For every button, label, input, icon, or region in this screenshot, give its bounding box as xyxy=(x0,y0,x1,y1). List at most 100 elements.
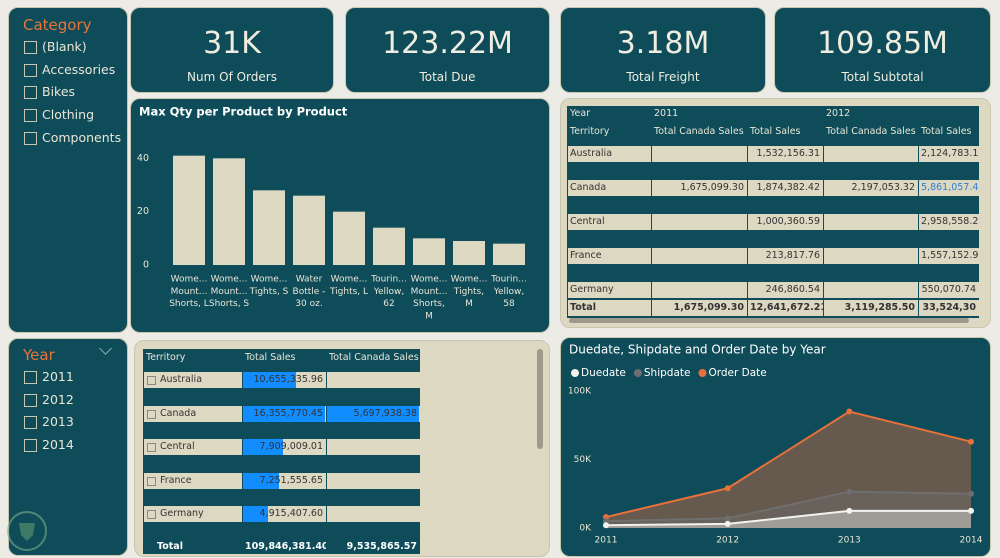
slicer-item[interactable]: 2014 xyxy=(42,436,74,452)
card-label: Total Subtotal xyxy=(841,70,924,84)
slicer-item[interactable]: Clothing xyxy=(42,107,95,123)
checkbox[interactable] xyxy=(24,131,37,145)
x-tick-label: Tourin... xyxy=(370,275,407,285)
x-tick-label: Tourin... xyxy=(490,275,527,285)
column-divider xyxy=(143,506,144,540)
slicer-title: Year xyxy=(23,346,55,364)
bar xyxy=(253,190,285,265)
checkbox[interactable] xyxy=(24,86,37,100)
dropdown-chevron[interactable] xyxy=(99,342,112,355)
x-tick-label: Mount... xyxy=(171,287,208,297)
x-tick-label: 2014 xyxy=(960,536,983,546)
chart-title: Duedate, Shipdate and Order Date by Year xyxy=(569,343,826,357)
bar xyxy=(413,238,445,265)
column-divider xyxy=(918,282,919,316)
checkbox[interactable] xyxy=(24,393,37,407)
checkbox[interactable] xyxy=(24,416,37,430)
table-cell: 3,119,285.50 xyxy=(844,302,915,313)
table-cell: 5,861,057.4 xyxy=(921,182,979,193)
slicer-item[interactable]: 2011 xyxy=(42,369,74,384)
bar xyxy=(453,241,485,265)
x-tick-label: Wome... xyxy=(331,275,368,285)
area-fill xyxy=(606,510,971,528)
legend-marker xyxy=(571,369,579,377)
table-cell: 213,817.76 xyxy=(765,250,820,261)
slicer-item[interactable]: Components xyxy=(42,129,122,145)
row-header: Germany xyxy=(160,508,204,519)
slicer-item[interactable]: 2013 xyxy=(42,414,74,430)
table-cell: 2,958,558.2 xyxy=(921,216,979,227)
column-divider xyxy=(918,180,919,214)
slicer-item[interactable]: (Blank) xyxy=(42,39,87,54)
column-divider xyxy=(918,146,919,180)
slicer-item[interactable]: Accessories xyxy=(42,61,116,77)
scrollbar[interactable] xyxy=(537,349,543,449)
checkbox[interactable] xyxy=(24,63,37,77)
column-divider xyxy=(747,146,748,180)
column-divider xyxy=(823,180,824,214)
data-point xyxy=(603,522,609,529)
expand-icon[interactable] xyxy=(147,443,156,452)
slicer-item[interactable]: Bikes xyxy=(42,84,76,100)
row-header: Germany xyxy=(570,284,614,295)
checkbox[interactable] xyxy=(24,41,37,54)
column-header: Total Sales xyxy=(245,352,296,363)
card-label: Total Freight xyxy=(626,70,700,84)
table-cell: 10,655,335.96 xyxy=(253,374,323,385)
column-divider xyxy=(823,146,824,180)
column-divider xyxy=(918,214,919,248)
column-divider xyxy=(326,506,327,540)
table-cell: 1,557,152.9 xyxy=(921,250,979,261)
x-tick-label: M xyxy=(425,311,433,321)
column-divider xyxy=(823,214,824,248)
row-band xyxy=(567,180,979,196)
bar-chart: Max Qty per Product by Product 0 20 40 Wome.… xyxy=(137,105,527,322)
column-divider xyxy=(242,439,243,473)
chart-title: Max Qty per Product by Product xyxy=(139,105,348,119)
legend-marker xyxy=(698,369,707,377)
column-divider xyxy=(567,282,568,316)
column-divider xyxy=(242,506,243,540)
data-point xyxy=(846,507,853,514)
checkbox[interactable] xyxy=(24,109,37,123)
column-divider xyxy=(823,300,824,316)
expand-icon[interactable] xyxy=(147,409,156,419)
area-fill xyxy=(606,411,971,528)
data-bar xyxy=(243,439,283,455)
y-tick-label: 20 xyxy=(137,206,149,217)
legend-label: Order Date xyxy=(708,367,766,379)
data-point xyxy=(846,488,853,495)
x-tick-label: Yellow, xyxy=(373,287,405,297)
total-cell: Total xyxy=(157,541,183,552)
column-divider xyxy=(242,472,243,507)
column-header: Total Canada Sales xyxy=(826,126,916,137)
total-row xyxy=(567,300,979,316)
column-divider xyxy=(326,405,327,440)
column-header: Year xyxy=(570,108,591,119)
x-tick-label: Shorts, L xyxy=(169,299,209,309)
scrollbar[interactable] xyxy=(569,318,969,323)
checkbox[interactable] xyxy=(24,438,37,452)
column-divider xyxy=(747,300,748,316)
column-header: Territory xyxy=(570,126,610,137)
card-value: 123.22M xyxy=(382,26,513,61)
legend-marker xyxy=(633,369,642,377)
category-slicer: Category (Blank) Accessories Bikes Clothing C… xyxy=(8,7,128,333)
data-point xyxy=(724,515,731,522)
expand-icon[interactable] xyxy=(147,376,156,385)
slicer-item[interactable]: 2012 xyxy=(42,391,74,407)
checkbox[interactable] xyxy=(24,371,37,384)
x-tick-label: Wome... xyxy=(211,275,248,285)
bar xyxy=(293,195,325,265)
series-line xyxy=(605,509,971,527)
expand-icon[interactable] xyxy=(147,510,156,519)
x-tick-label: Shorts, xyxy=(413,299,445,309)
x-tick-label: Tights, S xyxy=(249,287,289,297)
column-divider xyxy=(143,472,144,507)
column-divider xyxy=(326,439,327,473)
data-point xyxy=(846,408,853,415)
data-point xyxy=(724,485,731,492)
row-band xyxy=(567,146,979,162)
expand-icon[interactable] xyxy=(147,476,156,486)
column-divider xyxy=(143,405,144,440)
